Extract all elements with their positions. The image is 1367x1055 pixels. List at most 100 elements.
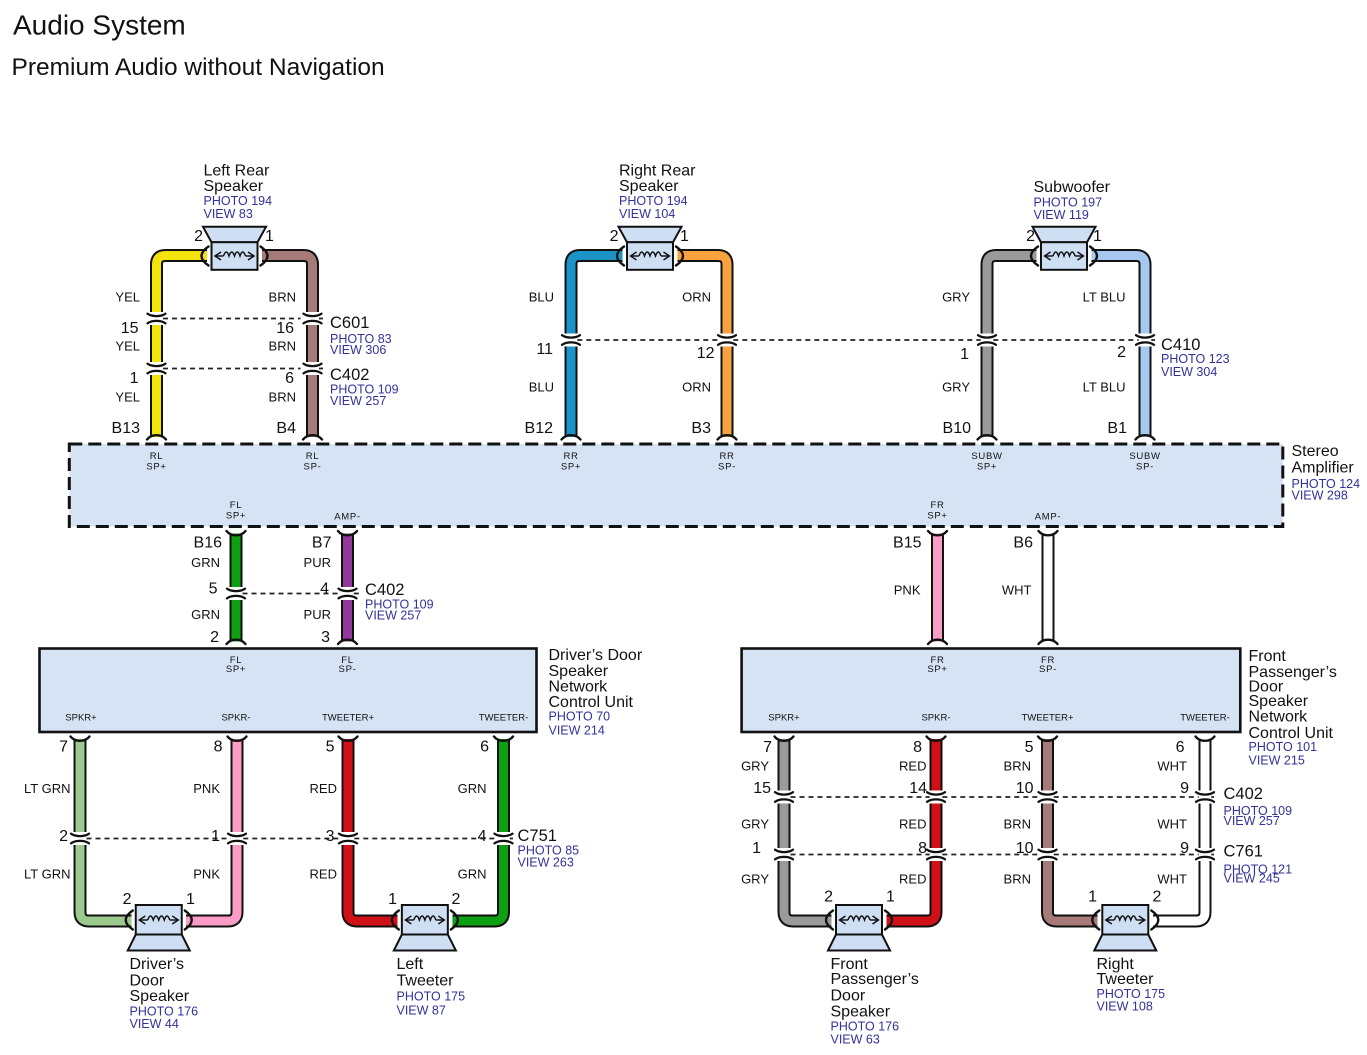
svg-text:Tweeter: Tweeter <box>397 973 455 990</box>
svg-text:Speaker: Speaker <box>1249 693 1309 710</box>
svg-text:14: 14 <box>909 780 927 797</box>
svg-text:C761: C761 <box>1224 842 1263 860</box>
svg-text:RED: RED <box>899 759 926 774</box>
svg-text:PHOTO 85: PHOTO 85 <box>518 844 580 858</box>
svg-text:C402: C402 <box>365 581 404 599</box>
svg-text:2: 2 <box>610 228 619 245</box>
svg-text:BRN: BRN <box>269 390 296 405</box>
svg-text:SP-: SP- <box>1039 664 1057 675</box>
svg-text:16: 16 <box>276 320 294 337</box>
svg-text:2: 2 <box>452 891 461 908</box>
svg-text:WHT: WHT <box>1002 583 1032 598</box>
svg-text:Stereo: Stereo <box>1292 443 1339 460</box>
svg-text:FR: FR <box>1041 655 1055 666</box>
svg-text:VIEW 87: VIEW 87 <box>397 1003 446 1017</box>
svg-text:2: 2 <box>1026 228 1035 245</box>
svg-text:PHOTO 197: PHOTO 197 <box>1034 195 1103 209</box>
svg-text:BRN: BRN <box>269 290 296 305</box>
svg-text:2: 2 <box>1153 888 1162 905</box>
svg-text:B15: B15 <box>893 535 922 552</box>
svg-text:PNK: PNK <box>193 867 220 882</box>
svg-text:1: 1 <box>752 840 761 857</box>
svg-text:VIEW 245: VIEW 245 <box>1224 872 1280 886</box>
svg-text:VIEW 104: VIEW 104 <box>619 207 675 221</box>
svg-text:Door: Door <box>831 987 866 1004</box>
svg-text:C751: C751 <box>518 827 557 845</box>
svg-text:15: 15 <box>121 320 139 337</box>
svg-text:1: 1 <box>265 228 274 245</box>
svg-text:2: 2 <box>123 891 132 908</box>
svg-text:BRN: BRN <box>1004 816 1031 831</box>
svg-text:VIEW 304: VIEW 304 <box>1161 365 1217 379</box>
svg-text:VIEW 298: VIEW 298 <box>1292 488 1348 502</box>
svg-text:9: 9 <box>1180 780 1189 797</box>
svg-text:PHOTO 109: PHOTO 109 <box>330 383 399 397</box>
svg-text:C402: C402 <box>330 366 369 384</box>
svg-text:YEL: YEL <box>115 390 140 405</box>
svg-text:RL: RL <box>150 451 164 462</box>
svg-text:Network: Network <box>549 678 609 695</box>
svg-text:5: 5 <box>326 739 335 756</box>
svg-text:GRN: GRN <box>458 781 487 796</box>
svg-text:SP-: SP- <box>718 462 736 473</box>
svg-text:PNK: PNK <box>193 781 220 796</box>
svg-text:VIEW 257: VIEW 257 <box>1224 814 1280 828</box>
svg-text:Door: Door <box>130 973 165 990</box>
svg-text:B12: B12 <box>525 420 554 437</box>
svg-text:5: 5 <box>209 580 218 597</box>
svg-text:Amplifier: Amplifier <box>1292 459 1355 476</box>
svg-text:Right: Right <box>1097 956 1135 973</box>
svg-text:VIEW 263: VIEW 263 <box>518 856 574 870</box>
svg-text:1: 1 <box>680 228 689 245</box>
svg-text:PHOTO 194: PHOTO 194 <box>619 194 688 208</box>
svg-text:FR: FR <box>930 655 944 666</box>
svg-text:8: 8 <box>918 840 927 857</box>
svg-text:PHOTO 175: PHOTO 175 <box>1097 987 1166 1001</box>
svg-text:PHOTO 176: PHOTO 176 <box>831 1020 900 1034</box>
svg-text:SUBW: SUBW <box>971 451 1002 462</box>
svg-text:PHOTO 101: PHOTO 101 <box>1249 740 1318 754</box>
svg-text:BRN: BRN <box>1004 872 1031 887</box>
svg-text:Speaker: Speaker <box>831 1003 891 1020</box>
svg-text:VIEW 257: VIEW 257 <box>365 609 421 623</box>
svg-text:Speaker: Speaker <box>619 178 679 195</box>
svg-text:Speaker: Speaker <box>130 988 190 1005</box>
svg-text:VIEW 83: VIEW 83 <box>204 207 253 221</box>
svg-text:PHOTO 109: PHOTO 109 <box>365 598 434 612</box>
svg-text:TWEETER-: TWEETER- <box>1180 712 1230 723</box>
svg-text:PHOTO 70: PHOTO 70 <box>549 710 611 724</box>
svg-text:PUR: PUR <box>304 555 331 570</box>
svg-text:ORN: ORN <box>682 380 711 395</box>
svg-text:Speaker: Speaker <box>549 663 609 680</box>
svg-text:Driver’s Door: Driver’s Door <box>549 647 643 664</box>
svg-text:TWEETER-: TWEETER- <box>479 712 529 723</box>
svg-text:VIEW 119: VIEW 119 <box>1034 208 1089 222</box>
svg-text:Control Unit: Control Unit <box>549 694 634 711</box>
svg-text:Right Rear: Right Rear <box>619 163 696 180</box>
svg-text:PHOTO 121: PHOTO 121 <box>1224 862 1293 876</box>
svg-text:1: 1 <box>388 891 397 908</box>
svg-text:SP+: SP+ <box>226 510 246 521</box>
svg-text:AMP-: AMP- <box>334 511 361 522</box>
svg-text:SPKR+: SPKR+ <box>65 712 97 723</box>
svg-text:VIEW 63: VIEW 63 <box>831 1033 880 1047</box>
svg-text:LT BLU: LT BLU <box>1083 290 1126 305</box>
svg-text:GRN: GRN <box>458 867 487 882</box>
svg-text:AMP-: AMP- <box>1035 511 1062 522</box>
svg-text:B16: B16 <box>194 534 223 551</box>
svg-text:C410: C410 <box>1161 336 1200 354</box>
svg-text:1: 1 <box>886 888 895 905</box>
svg-text:1: 1 <box>186 891 195 908</box>
svg-text:Passenger’s: Passenger’s <box>1249 664 1337 681</box>
svg-text:Left: Left <box>397 956 424 973</box>
svg-text:PHOTO 83: PHOTO 83 <box>330 332 392 346</box>
svg-text:GRN: GRN <box>191 607 220 622</box>
svg-text:2: 2 <box>59 828 68 845</box>
svg-text:VIEW 306: VIEW 306 <box>330 343 386 357</box>
svg-text:GRY: GRY <box>741 816 769 831</box>
svg-text:2: 2 <box>194 228 203 245</box>
svg-text:LT GRN: LT GRN <box>24 867 70 882</box>
svg-text:FL: FL <box>230 655 243 666</box>
svg-text:Premium Audio without Navigati: Premium Audio without Navigation <box>12 54 385 81</box>
svg-text:SPKR+: SPKR+ <box>768 712 800 723</box>
